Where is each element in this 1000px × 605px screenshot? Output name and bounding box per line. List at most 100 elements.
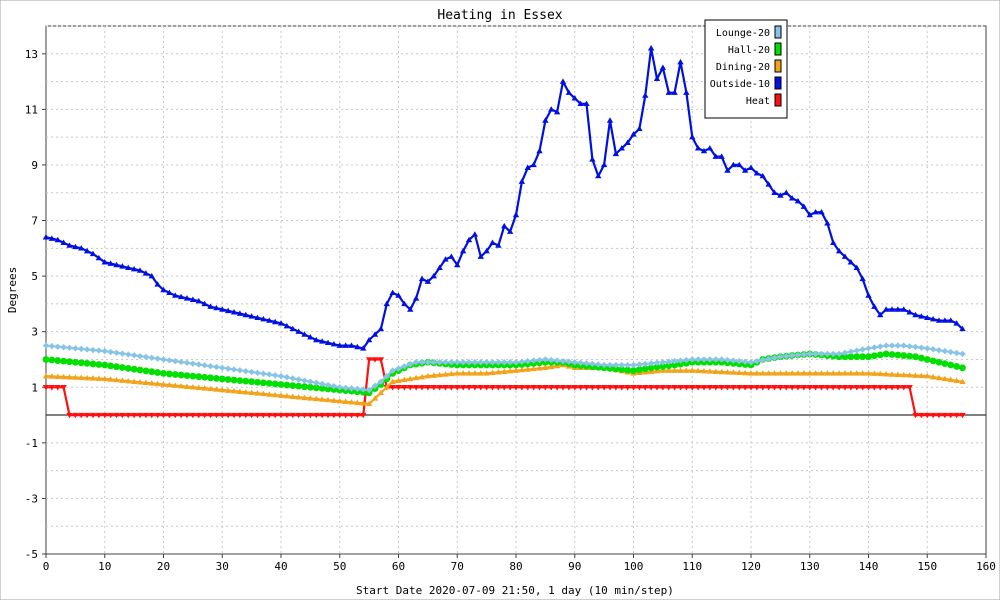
data-point-outside-10 [307,334,314,340]
data-point-dining-20 [330,397,338,403]
data-point-dining-20 [166,381,173,388]
data-point-lounge-20 [959,350,966,358]
data-point-heat [600,385,608,391]
data-point-lounge-20 [912,343,919,351]
data-point-outside-10 [365,336,373,343]
data-point-lounge-20 [430,359,437,366]
data-point-outside-10 [671,89,678,95]
data-point-lounge-20 [107,348,114,356]
data-point-heat [583,385,590,391]
data-point-lounge-20 [313,379,320,387]
data-point-lounge-20 [818,350,825,358]
data-point-dining-20 [753,370,761,376]
data-point-heat [130,412,138,419]
data-point-outside-10 [865,292,872,298]
data-point-dining-20 [271,391,279,398]
data-point-heat [906,385,913,391]
data-point-dining-20 [89,375,97,381]
data-point-dining-20 [894,371,902,377]
data-point-outside-10 [959,325,966,332]
data-point-lounge-20 [119,350,126,357]
y-tick-label: -5 [25,548,38,561]
data-point-lounge-20 [941,347,949,355]
data-point-lounge-20 [295,376,302,383]
data-point-lounge-20 [700,356,708,363]
data-point-hall-20 [142,367,150,375]
data-point-outside-10 [207,303,214,309]
data-point-heat [160,412,167,419]
data-point-lounge-20 [918,344,925,351]
data-point-heat [671,385,678,391]
data-point-outside-10 [224,307,232,314]
data-point-heat [647,385,655,391]
data-point-dining-20 [459,370,467,376]
data-point-outside-10 [260,315,267,322]
data-point-heat [119,412,126,419]
data-point-dining-20 [700,367,708,374]
data-point-lounge-20 [207,362,214,370]
data-point-outside-10 [565,89,573,95]
data-point-dining-20 [430,372,437,378]
data-point-lounge-20 [289,375,296,382]
data-point-lounge-20 [865,345,872,352]
data-point-lounge-20 [935,347,943,354]
data-point-lounge-20 [689,356,696,363]
data-point-lounge-20 [454,359,461,366]
data-point-dining-20 [512,367,520,373]
data-point-hall-20 [941,360,949,368]
data-point-outside-10 [89,250,97,257]
data-point-heat [266,412,273,419]
x-tick-label: 50 [333,560,346,573]
data-point-heat [777,385,784,391]
x-tick-label: 40 [274,560,287,573]
data-point-outside-10 [483,247,490,254]
data-point-lounge-20 [841,349,849,357]
data-point-outside-10 [548,106,555,112]
data-point-lounge-20 [888,342,896,349]
data-point-lounge-20 [595,361,602,368]
data-point-outside-10 [418,275,426,282]
data-point-dining-20 [307,395,314,401]
data-point-hall-20 [277,381,285,388]
data-point-heat [718,385,725,391]
y-tick-label: 9 [31,159,38,172]
data-point-heat [360,412,367,419]
data-point-lounge-20 [136,352,144,360]
data-point-outside-10 [536,147,543,154]
data-point-hall-20 [201,373,209,381]
data-point-heat [177,412,185,419]
data-point-outside-10 [747,164,755,170]
data-point-hall-20 [324,385,332,393]
data-point-dining-20 [336,397,343,404]
data-point-hall-20 [60,357,68,365]
data-point-lounge-20 [542,356,549,363]
data-point-lounge-20 [724,356,731,364]
data-point-dining-20 [818,370,825,376]
data-point-outside-10 [489,239,496,245]
data-point-dining-20 [647,368,655,374]
data-point-lounge-20 [436,359,443,366]
data-point-hall-20 [118,364,126,371]
data-point-heat [483,385,490,391]
data-point-outside-10 [700,147,708,154]
data-point-lounge-20 [501,359,508,366]
data-point-outside-10 [647,45,655,51]
data-point-lounge-20 [812,350,819,358]
data-point-heat [78,412,85,419]
data-point-outside-10 [354,343,361,350]
data-point-outside-10 [213,304,220,311]
data-point-dining-20 [130,378,138,384]
data-point-lounge-20 [283,374,291,381]
data-point-lounge-20 [759,356,766,364]
data-point-dining-20 [882,371,890,377]
data-point-dining-20 [95,375,103,381]
data-point-dining-20 [136,379,144,385]
data-point-heat [107,412,114,419]
data-point-heat [407,385,414,391]
data-point-dining-20 [888,371,896,377]
data-point-heat [524,385,531,391]
data-point-heat [759,385,766,391]
data-point-hall-20 [929,357,937,365]
data-point-dining-20 [389,378,396,384]
data-point-dining-20 [471,370,479,376]
